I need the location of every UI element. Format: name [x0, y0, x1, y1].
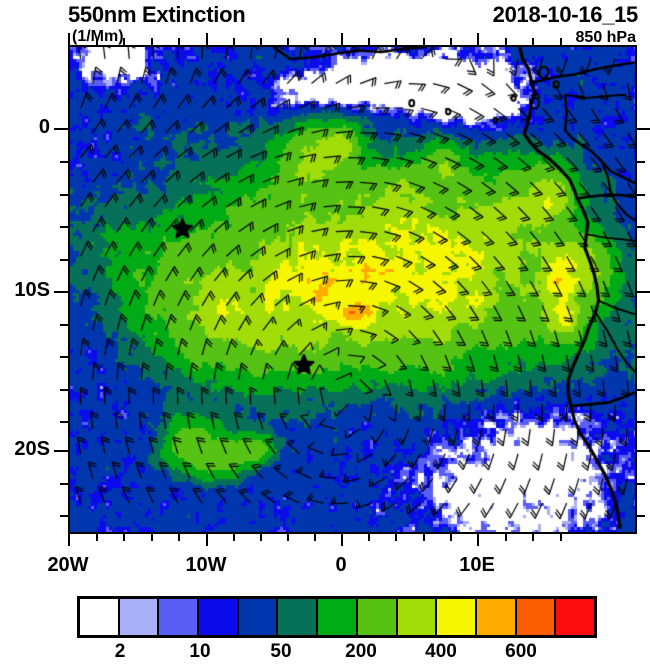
axis-tick [233, 38, 235, 45]
axis-tick [423, 38, 425, 45]
axis-tick [532, 534, 534, 541]
axis-tick [477, 534, 479, 546]
axis-tick [637, 291, 650, 293]
axis-tick [637, 483, 645, 485]
axis-tick [637, 128, 650, 130]
axis-tick [60, 226, 68, 228]
colorbar-tick-label: 200 [345, 641, 377, 662]
axis-tick [395, 38, 397, 45]
axis-tick [233, 534, 235, 541]
axis-tick [123, 38, 125, 45]
axis-tick [60, 194, 68, 196]
axis-tick [505, 534, 507, 541]
axis-tick [60, 324, 68, 326]
axis-tick [96, 38, 98, 45]
colorbar-tick-label: 10 [189, 641, 211, 662]
page-title: 550nm Extinction [68, 2, 246, 27]
axis-tick [341, 33, 343, 45]
x-axis-label: 20W [47, 554, 89, 576]
axis-tick [395, 534, 397, 541]
axis-tick [637, 324, 645, 326]
x-axis-label: 10E [459, 554, 495, 576]
axis-tick [637, 421, 645, 423]
axis-tick [60, 421, 68, 423]
x-axis-label: 10W [185, 554, 227, 576]
colorbar-swatch [238, 599, 279, 635]
axis-tick [637, 194, 645, 196]
colorbar-swatch [119, 599, 160, 635]
axis-tick [637, 389, 645, 391]
axis-tick [368, 38, 370, 45]
axis-tick [287, 534, 289, 541]
axis-tick [423, 534, 425, 541]
pressure-level-label: 850 hPa [575, 29, 636, 46]
axis-tick [368, 534, 370, 541]
axis-tick [54, 291, 68, 293]
axis-tick [287, 38, 289, 45]
axis-tick [60, 389, 68, 391]
timestamp-label: 2018-10-16_15 [492, 2, 639, 27]
colorbar-swatch [556, 599, 594, 635]
colorbar-swatch [80, 599, 120, 635]
axis-tick [60, 259, 68, 261]
axis-tick [560, 534, 562, 541]
axis-tick [60, 483, 68, 485]
colorbar-swatch [357, 599, 398, 635]
axis-tick [206, 534, 208, 546]
colorbar-tick-label: 50 [270, 641, 292, 662]
axis-tick [60, 356, 68, 358]
axis-tick [96, 534, 98, 541]
axis-tick [60, 161, 68, 163]
axis-tick [637, 356, 645, 358]
axis-tick [314, 38, 316, 45]
axis-tick [637, 450, 650, 452]
colorbar-swatch [437, 599, 477, 635]
y-axis-label: 10S [14, 279, 50, 301]
y-axis-label: 0 [38, 116, 50, 138]
axis-tick [68, 33, 70, 45]
axis-tick [54, 450, 68, 452]
axis-tick [637, 226, 645, 228]
colorbar-tick-label: 400 [425, 641, 457, 662]
units-label: (1/Mm) [72, 28, 124, 45]
axis-tick [477, 33, 479, 45]
colorbar-tick-label: 600 [505, 641, 537, 662]
axis-tick [637, 161, 645, 163]
axis-tick [60, 515, 68, 517]
axis-tick [450, 534, 452, 541]
colorbar-swatch [397, 599, 438, 635]
axis-tick [54, 128, 68, 130]
axis-tick [151, 534, 153, 541]
axis-tick [637, 259, 645, 261]
axis-tick [341, 534, 343, 546]
axis-tick [505, 38, 507, 45]
colorbar[interactable] [77, 596, 597, 638]
axis-tick [532, 38, 534, 45]
colorbar-swatch [199, 599, 239, 635]
axis-tick [260, 38, 262, 45]
axis-tick [314, 534, 316, 541]
axis-tick [637, 515, 645, 517]
axis-tick [68, 534, 70, 546]
colorbar-swatch [516, 599, 557, 635]
axis-tick [123, 534, 125, 541]
colorbar-tick-label: 2 [114, 641, 126, 662]
colorbar-swatch [278, 599, 319, 635]
y-axis-label: 20S [14, 438, 50, 460]
axis-tick [178, 534, 180, 541]
colorbar-swatch [159, 599, 200, 635]
axis-tick [206, 33, 208, 45]
axis-tick [260, 534, 262, 541]
axis-tick [450, 38, 452, 45]
axis-tick [178, 38, 180, 45]
axis-tick [151, 38, 153, 45]
axis-tick [560, 38, 562, 45]
colorbar-swatch [318, 599, 358, 635]
map-plot-area[interactable] [68, 45, 637, 534]
x-axis-label: 0 [335, 554, 347, 576]
colorbar-swatch [476, 599, 517, 635]
extinction-field-canvas [70, 47, 635, 532]
